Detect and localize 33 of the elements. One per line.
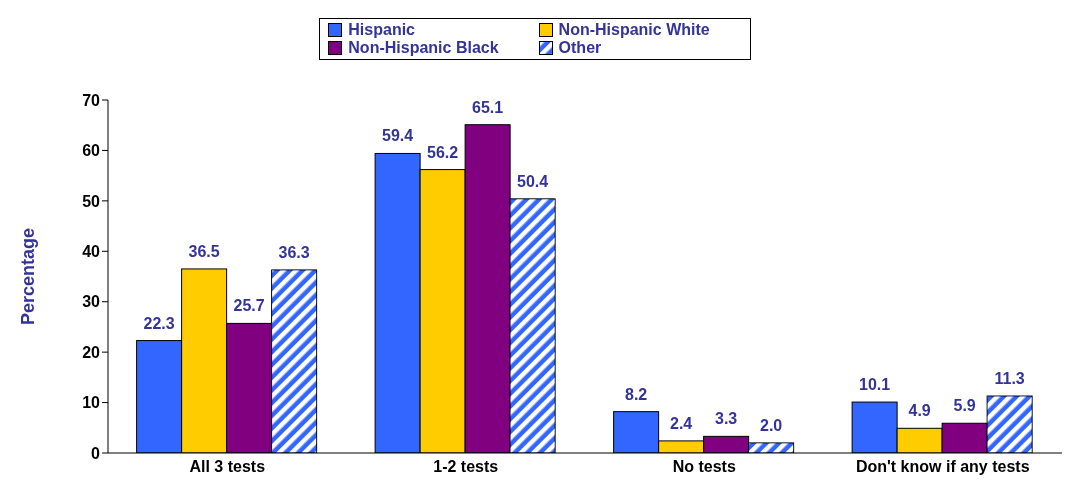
data-label: 11.3 — [994, 370, 1025, 388]
x-tick-label: 1-2 tests — [433, 458, 499, 476]
y-axis-title: Percentage — [18, 227, 39, 326]
data-label: 22.3 — [143, 314, 175, 332]
legend-label: Hispanic — [348, 21, 415, 39]
data-label: 36.3 — [278, 243, 310, 261]
data-label: 10.1 — [859, 376, 891, 394]
y-tick-label: 0 — [91, 444, 101, 462]
legend-label: Non-Hispanic Black — [348, 39, 499, 57]
y-tick-label: 40 — [82, 242, 101, 260]
data-label: 65.1 — [472, 98, 504, 116]
legend-label: Other — [558, 39, 602, 57]
data-label: 5.9 — [953, 397, 976, 415]
y-tick-label: 20 — [82, 343, 101, 361]
x-tick-label: All 3 tests — [189, 458, 266, 476]
x-tick-label: Don't know if any tests — [855, 458, 1030, 476]
x-tick-label: No tests — [672, 458, 736, 476]
legend-label: Non-Hispanic White — [558, 21, 710, 39]
y-tick-label: 50 — [82, 192, 101, 210]
data-label: 4.9 — [908, 402, 931, 420]
data-label: 2.4 — [669, 414, 693, 432]
data-label: 36.5 — [188, 242, 220, 260]
data-label: 50.4 — [517, 172, 549, 190]
data-label: 59.4 — [382, 127, 414, 145]
y-tick-label: 60 — [82, 142, 101, 160]
y-tick-label: 10 — [82, 394, 101, 412]
data-label: 2.0 — [759, 416, 783, 434]
y-tick-label: 30 — [82, 293, 101, 311]
data-label: 56.2 — [427, 143, 459, 161]
data-label: 3.3 — [714, 410, 738, 428]
data-label: 8.2 — [624, 385, 648, 403]
y-tick-label: 70 — [82, 91, 101, 109]
data-label: 25.7 — [233, 297, 265, 315]
